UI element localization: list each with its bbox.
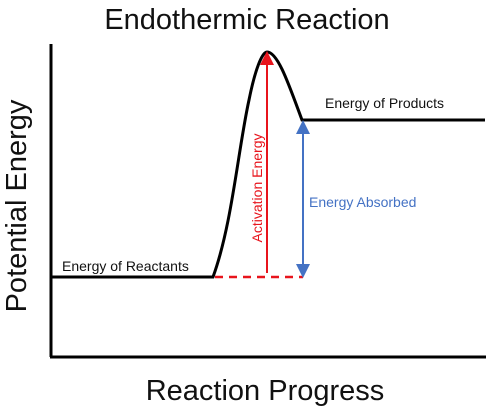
y-axis-label: Potential Energy — [1, 99, 33, 312]
activation-energy-label: Activation Energy — [249, 134, 265, 243]
energy-absorbed-label: Energy Absorbed — [309, 194, 416, 210]
reactants-label: Energy of Reactants — [62, 258, 189, 274]
diagram-title: Endothermic Reaction — [104, 4, 389, 36]
energy-curve — [52, 50, 485, 279]
x-axis-label: Reaction Progress — [146, 375, 385, 407]
products-label: Energy of Products — [325, 95, 444, 111]
